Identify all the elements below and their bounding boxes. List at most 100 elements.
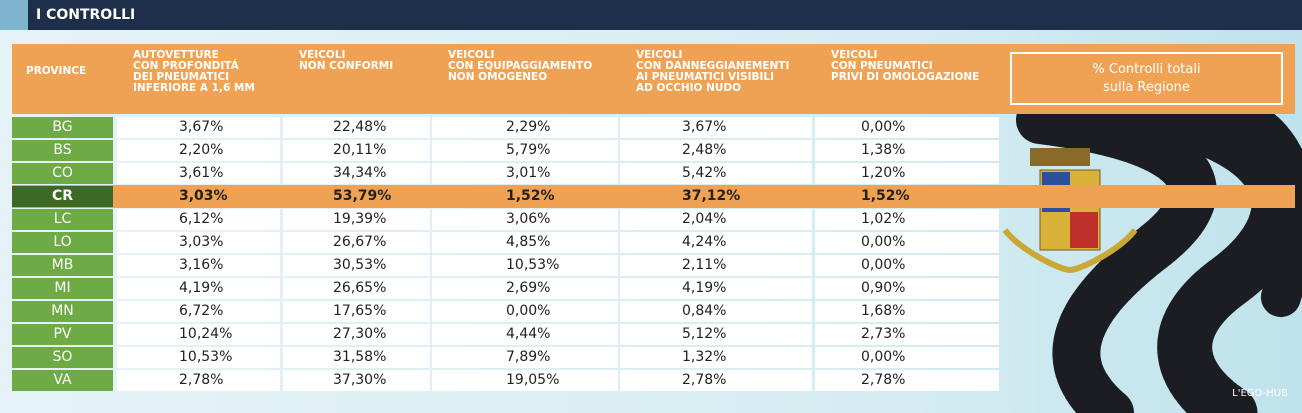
value-cell: 26,65% — [283, 278, 430, 299]
value-cell: 0,84% — [620, 301, 812, 322]
column-header-line: VEICOLI — [299, 49, 346, 61]
province-cell: LC — [12, 209, 113, 230]
column-header-line: CON EQUIPAGGIAMENTO — [448, 60, 593, 72]
value-cell: 27,30% — [283, 324, 430, 345]
top-accent — [0, 0, 28, 30]
value-cell: 2,69% — [432, 278, 618, 299]
value-cell: 19,39% — [283, 209, 430, 230]
value-cell: 3,01% — [432, 163, 618, 184]
value-cell: 0,00% — [815, 347, 999, 368]
column-header-line: PRIVI DI OMOLOGAZIONE — [831, 71, 980, 83]
column-header-line: INFERIORE A 1,6 MM — [133, 82, 255, 94]
value-cell: 1,20% — [815, 163, 999, 184]
column-header-line: AUTOVETTURE — [133, 49, 219, 61]
value-cell: 4,85% — [432, 232, 618, 253]
title: I CONTROLLI — [36, 7, 136, 23]
column-header-line: DEI PNEUMATICI — [133, 71, 230, 83]
value-cell: 53,79% — [283, 186, 430, 207]
legend-line: sulla Regione — [1103, 79, 1190, 95]
value-cell: 2,29% — [432, 117, 618, 138]
value-cell: 3,61% — [117, 163, 280, 184]
province-cell: MB — [12, 255, 113, 276]
header-row — [12, 44, 1295, 114]
value-cell: 2,78% — [117, 370, 280, 391]
value-cell: 3,16% — [117, 255, 280, 276]
crest — [1002, 148, 1138, 274]
value-cell: 7,89% — [432, 347, 618, 368]
value-cell: 22,48% — [283, 117, 430, 138]
value-cell: 4,24% — [620, 232, 812, 253]
top-bar — [0, 0, 1302, 30]
province-cell: SO — [12, 347, 113, 368]
column-header-line: VEICOLI — [448, 49, 495, 61]
value-cell: 3,03% — [117, 186, 280, 207]
column-header: VEICOLI CON EQUIPAGGIAMENTO NON OMOGENEO — [448, 50, 618, 83]
value-cell: 31,58% — [283, 347, 430, 368]
column-header-line: AI PNEUMATICI VISIBILI — [636, 71, 774, 83]
column-header-line: VEICOLI — [831, 49, 878, 61]
province-cell: CR — [12, 186, 113, 207]
value-cell: 2,20% — [117, 140, 280, 161]
column-header: PROVINCE — [26, 66, 111, 77]
province-cell: MN — [12, 301, 113, 322]
value-cell: 0,90% — [815, 278, 999, 299]
value-cell: 0,00% — [432, 301, 618, 322]
value-cell: 2,78% — [815, 370, 999, 391]
value-cell: 37,30% — [283, 370, 430, 391]
value-cell: 1,38% — [815, 140, 999, 161]
column-header-line: PROVINCE — [26, 65, 87, 77]
value-cell: 6,12% — [117, 209, 280, 230]
value-cell: 34,34% — [283, 163, 430, 184]
value-cell: 2,04% — [620, 209, 812, 230]
value-cell: 1,52% — [815, 186, 999, 207]
value-cell: 5,79% — [432, 140, 618, 161]
value-cell: 37,12% — [620, 186, 812, 207]
value-cell: 30,53% — [283, 255, 430, 276]
column-header: VEICOLI CON DANNEGGIANEMENTI AI PNEUMATICI… — [636, 50, 812, 94]
value-cell: 2,11% — [620, 255, 812, 276]
province-cell: BS — [12, 140, 113, 161]
value-cell: 0,00% — [815, 232, 999, 253]
value-cell: 0,00% — [815, 117, 999, 138]
value-cell: 5,42% — [620, 163, 812, 184]
column-header: VEICOLI NON CONFORMI — [299, 50, 430, 72]
value-cell: 3,03% — [117, 232, 280, 253]
value-cell: 2,48% — [620, 140, 812, 161]
column-header-line: CON DANNEGGIANEMENTI — [636, 60, 790, 72]
legend-line: % Controlli totali — [1092, 61, 1201, 77]
credit: L'EGO-HUB — [1232, 388, 1288, 399]
value-cell: 0,00% — [815, 255, 999, 276]
province-cell: BG — [12, 117, 113, 138]
value-cell: 1,52% — [432, 186, 618, 207]
value-cell: 10,53% — [432, 255, 618, 276]
value-cell: 10,24% — [117, 324, 280, 345]
column-header-line: NON OMOGENEO — [448, 71, 548, 83]
value-cell: 3,67% — [117, 117, 280, 138]
value-cell: 19,05% — [432, 370, 618, 391]
province-cell: LO — [12, 232, 113, 253]
province-cell: PV — [12, 324, 113, 345]
value-cell: 1,68% — [815, 301, 999, 322]
value-cell: 4,19% — [620, 278, 812, 299]
column-header-line: VEICOLI — [636, 49, 683, 61]
value-cell: 5,12% — [620, 324, 812, 345]
value-cell: 26,67% — [283, 232, 430, 253]
value-cell: 1,02% — [815, 209, 999, 230]
column-header-line: AD OCCHIO NUDO — [636, 82, 742, 94]
value-cell: 4,19% — [117, 278, 280, 299]
province-cell: MI — [12, 278, 113, 299]
column-header-line: NON CONFORMI — [299, 60, 394, 72]
value-cell: 10,53% — [117, 347, 280, 368]
column-header-line: CON PNEUMATICI — [831, 60, 933, 72]
value-cell: 6,72% — [117, 301, 280, 322]
legend-box: % Controlli totali sulla Regione — [1010, 52, 1283, 105]
value-cell: 4,44% — [432, 324, 618, 345]
value-cell: 1,32% — [620, 347, 812, 368]
column-header: VEICOLI CON PNEUMATICI PRIVI DI OMOLOGAZIO… — [831, 50, 999, 83]
value-cell: 3,67% — [620, 117, 812, 138]
value-cell: 17,65% — [283, 301, 430, 322]
value-cell: 2,78% — [620, 370, 812, 391]
province-cell: CO — [12, 163, 113, 184]
province-cell: VA — [12, 370, 113, 391]
